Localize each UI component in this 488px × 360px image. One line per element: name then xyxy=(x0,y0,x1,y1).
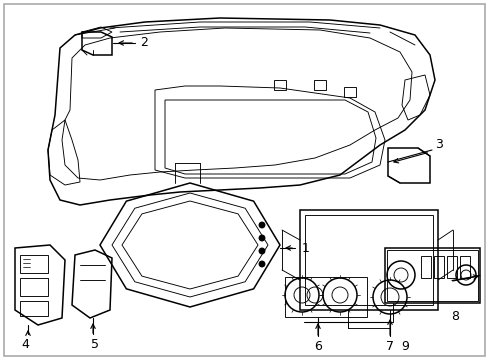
Bar xyxy=(299,210,437,310)
Bar xyxy=(313,80,325,90)
Text: 7: 7 xyxy=(385,340,393,353)
Bar xyxy=(305,215,432,305)
Circle shape xyxy=(259,222,264,228)
Bar xyxy=(386,250,477,301)
Bar xyxy=(20,255,48,273)
Text: 8: 8 xyxy=(450,310,458,323)
Bar xyxy=(285,277,366,317)
Bar xyxy=(446,256,456,278)
Text: 5: 5 xyxy=(91,338,99,351)
Text: 2: 2 xyxy=(140,36,147,49)
Bar xyxy=(384,248,479,303)
Text: 4: 4 xyxy=(21,338,29,351)
Bar xyxy=(433,256,443,278)
Circle shape xyxy=(259,261,264,267)
Bar xyxy=(20,301,48,316)
Bar xyxy=(420,256,430,278)
Bar xyxy=(459,256,469,278)
Text: 9: 9 xyxy=(400,340,408,353)
Bar xyxy=(343,87,355,97)
Bar xyxy=(273,80,285,90)
Circle shape xyxy=(259,248,264,254)
Circle shape xyxy=(259,235,264,241)
Text: 1: 1 xyxy=(302,242,309,255)
Text: 6: 6 xyxy=(313,340,321,353)
Bar xyxy=(20,278,48,296)
Text: 3: 3 xyxy=(434,139,442,152)
